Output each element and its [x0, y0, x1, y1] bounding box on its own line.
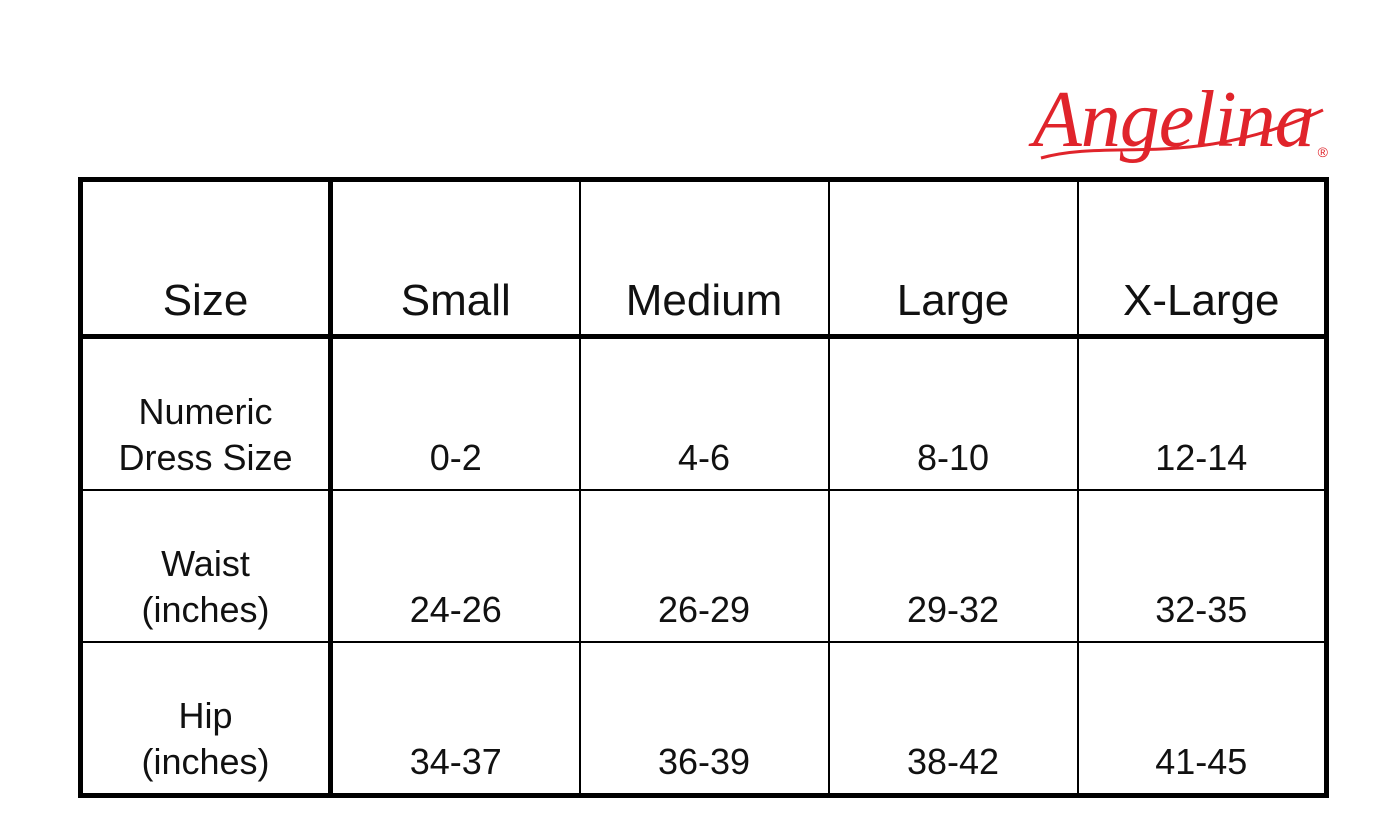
table-row: Hip (inches) 34-37 36-39 38-42 41-45: [79, 641, 1328, 797]
table-cell: 4-6: [578, 335, 830, 491]
header-x-large: X-Large: [1076, 178, 1328, 339]
row-label-line2: (inches): [141, 589, 270, 630]
header-medium: Medium: [578, 178, 830, 339]
table-cell: 29-32: [827, 489, 1079, 643]
logo-swash: [1040, 108, 1324, 160]
header-small: Small: [329, 178, 581, 339]
row-label-line1: Waist: [161, 543, 250, 584]
row-label-line1: Numeric: [138, 391, 273, 432]
table-cell: 8-10: [827, 335, 1079, 491]
row-label: Waist (inches): [79, 489, 333, 643]
table-cell: 36-39: [578, 641, 830, 797]
row-label-line2: Dress Size: [118, 437, 293, 478]
header-large: Large: [827, 178, 1079, 339]
header-size: Size: [79, 178, 333, 339]
logo-text: Angelina: [1032, 76, 1315, 164]
table-cell: 26-29: [578, 489, 830, 643]
table-cell: 34-37: [329, 641, 581, 797]
header-row: Size Small Medium Large X-Large: [79, 178, 1328, 339]
row-label-line2: (inches): [141, 741, 270, 782]
table-row: Numeric Dress Size 0-2 4-6 8-10 12-14: [79, 335, 1328, 491]
size-chart-table: Size Small Medium Large X-Large Numeric D…: [78, 177, 1329, 798]
table-cell: 41-45: [1076, 641, 1328, 797]
table-cell: 12-14: [1076, 335, 1328, 491]
table-row: Waist (inches) 24-26 26-29 29-32 32-35: [79, 489, 1328, 643]
table-cell: 24-26: [329, 489, 581, 643]
row-label-line1: Hip: [178, 695, 233, 736]
angelina-logo: Angelina ®: [1033, 58, 1328, 168]
table-cell: 0-2: [329, 335, 581, 491]
row-label: Numeric Dress Size: [79, 335, 333, 491]
table-cell: 32-35: [1076, 489, 1328, 643]
table-cell: 38-42: [827, 641, 1079, 797]
registered-mark: ®: [1317, 144, 1328, 160]
row-label: Hip (inches): [79, 641, 333, 797]
